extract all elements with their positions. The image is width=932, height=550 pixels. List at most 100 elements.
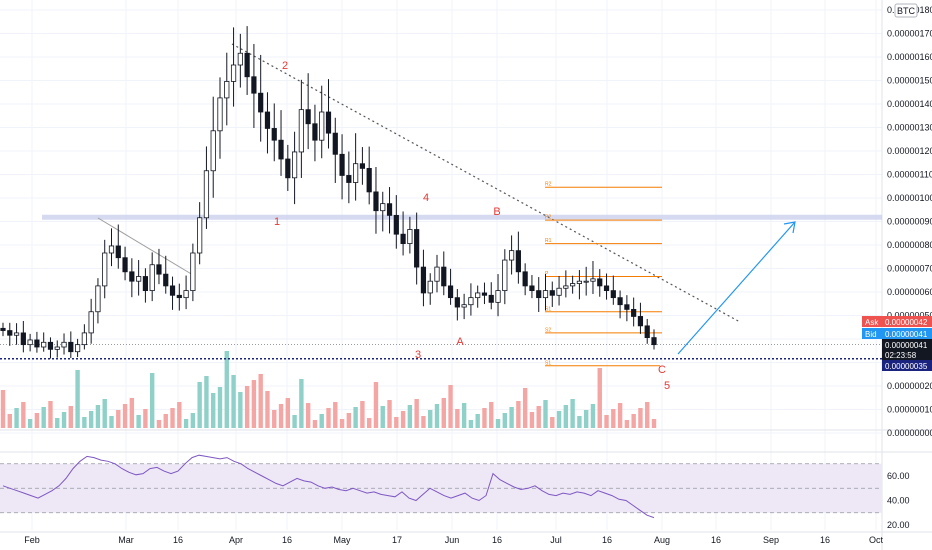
price-tag-kind-bg [862,328,882,339]
candle-body [373,191,379,212]
candle-body [603,285,610,291]
candle-body [522,271,528,287]
candle-body [400,233,406,244]
volume-bar [183,419,189,428]
candle-body [441,266,447,287]
candle-body [610,290,616,299]
price-tag-value: 0.00000042 [885,318,928,327]
volume-bar [231,375,236,428]
volume-bar [570,399,575,428]
volume-bar [489,402,494,428]
candle-body [41,341,47,348]
pivot-label: R2 [545,182,552,188]
candle-body [142,276,149,291]
pivot-label: R1 [545,238,552,244]
volume-bar [468,420,474,428]
candle-body [285,158,291,179]
volume-bar [522,388,528,428]
volume-bar [387,400,392,428]
candle-body [332,132,338,155]
time-tick-label: 16 [173,535,183,545]
candle-body [366,167,372,193]
volume-bar [441,398,446,428]
candle-body [27,339,33,346]
candle-body [298,109,304,153]
candle-body [576,280,583,284]
time-tick-label: May [333,535,351,545]
candle-body [163,273,169,287]
candle-body [597,278,603,287]
price-tick-label: 0.00000050 [887,311,932,321]
candle-body [95,285,101,313]
candle-body [0,327,6,331]
price-tick-label: 0.00000100 [887,193,932,203]
price-tick-label: 0.00000130 [887,123,932,133]
candle-body [529,285,535,291]
arrow-head [783,221,796,234]
price-tick-label: 0.00000170 [887,29,932,39]
chart-labels: 1 2 3 4 5 A B C [274,60,670,392]
price-tag: 0.00000035 [882,360,932,371]
volume-bar [380,406,385,428]
candle-body [190,252,196,291]
volume-bar [265,391,270,428]
candle-body [549,290,555,296]
volume-bar [48,401,53,428]
volume-bar [400,411,406,428]
wave-label: A [456,336,464,348]
time-tick-label: 16 [282,535,292,545]
price-tag-value: 0.00000041 [885,330,928,339]
candlesticks [0,26,657,359]
volume-bar [624,420,630,428]
volume-bar [414,399,419,428]
candle-body [346,175,352,183]
volume-bar [258,374,263,428]
volume-bar [509,407,514,428]
candle-body [169,285,176,296]
candle-body [508,250,515,261]
volume-bar [353,407,358,428]
volume-bar [394,417,399,428]
time-tick-label: 16 [820,535,830,545]
candle-body [129,271,135,282]
price-tag-value: 0.00000035 [885,362,928,371]
volume-bar [27,419,33,428]
candle-body [454,297,460,308]
volume-bar [285,398,291,428]
candle-body [47,341,54,350]
time-tick-label: Feb [24,535,40,545]
volume-bar [177,402,182,428]
candle-body [149,264,155,292]
volume-bar [448,385,453,428]
pivot-label: S1 [545,360,551,366]
candle-body [414,229,420,268]
volume-bar [373,382,379,428]
volume-bar [109,416,114,428]
candle-body [244,52,250,78]
candle-body [230,64,237,82]
candle-body [631,308,637,317]
candle-body [115,245,121,259]
candle-body [461,304,467,308]
volume-bar [68,406,74,428]
volume-bar [597,368,602,428]
candle-body [407,229,413,244]
rsi-tick-label: 40.00 [887,496,910,506]
price-tag-value: 02:23:58 [885,351,917,360]
volume-bar [190,413,196,428]
time-axis[interactable]: Feb Mar 16 Apr 16 May 17 Jun 16 Jul 16 Aug 16 Sep 16 Oc… [24,535,883,545]
candle-body [271,128,277,141]
volume-bar [238,392,243,428]
candle-body [102,252,108,287]
volume-bar [211,393,216,428]
price-axis[interactable]: 0.000001800.000001700.000001600.00000150… [887,5,932,438]
wave-label: 5 [664,380,670,392]
price-tag-bg [882,360,932,371]
volume-bar [116,410,121,428]
volume-bar [0,390,6,428]
wave-label: 2 [282,60,288,72]
candle-body [88,311,94,334]
price-tick-label: 0.00000140 [887,99,932,109]
